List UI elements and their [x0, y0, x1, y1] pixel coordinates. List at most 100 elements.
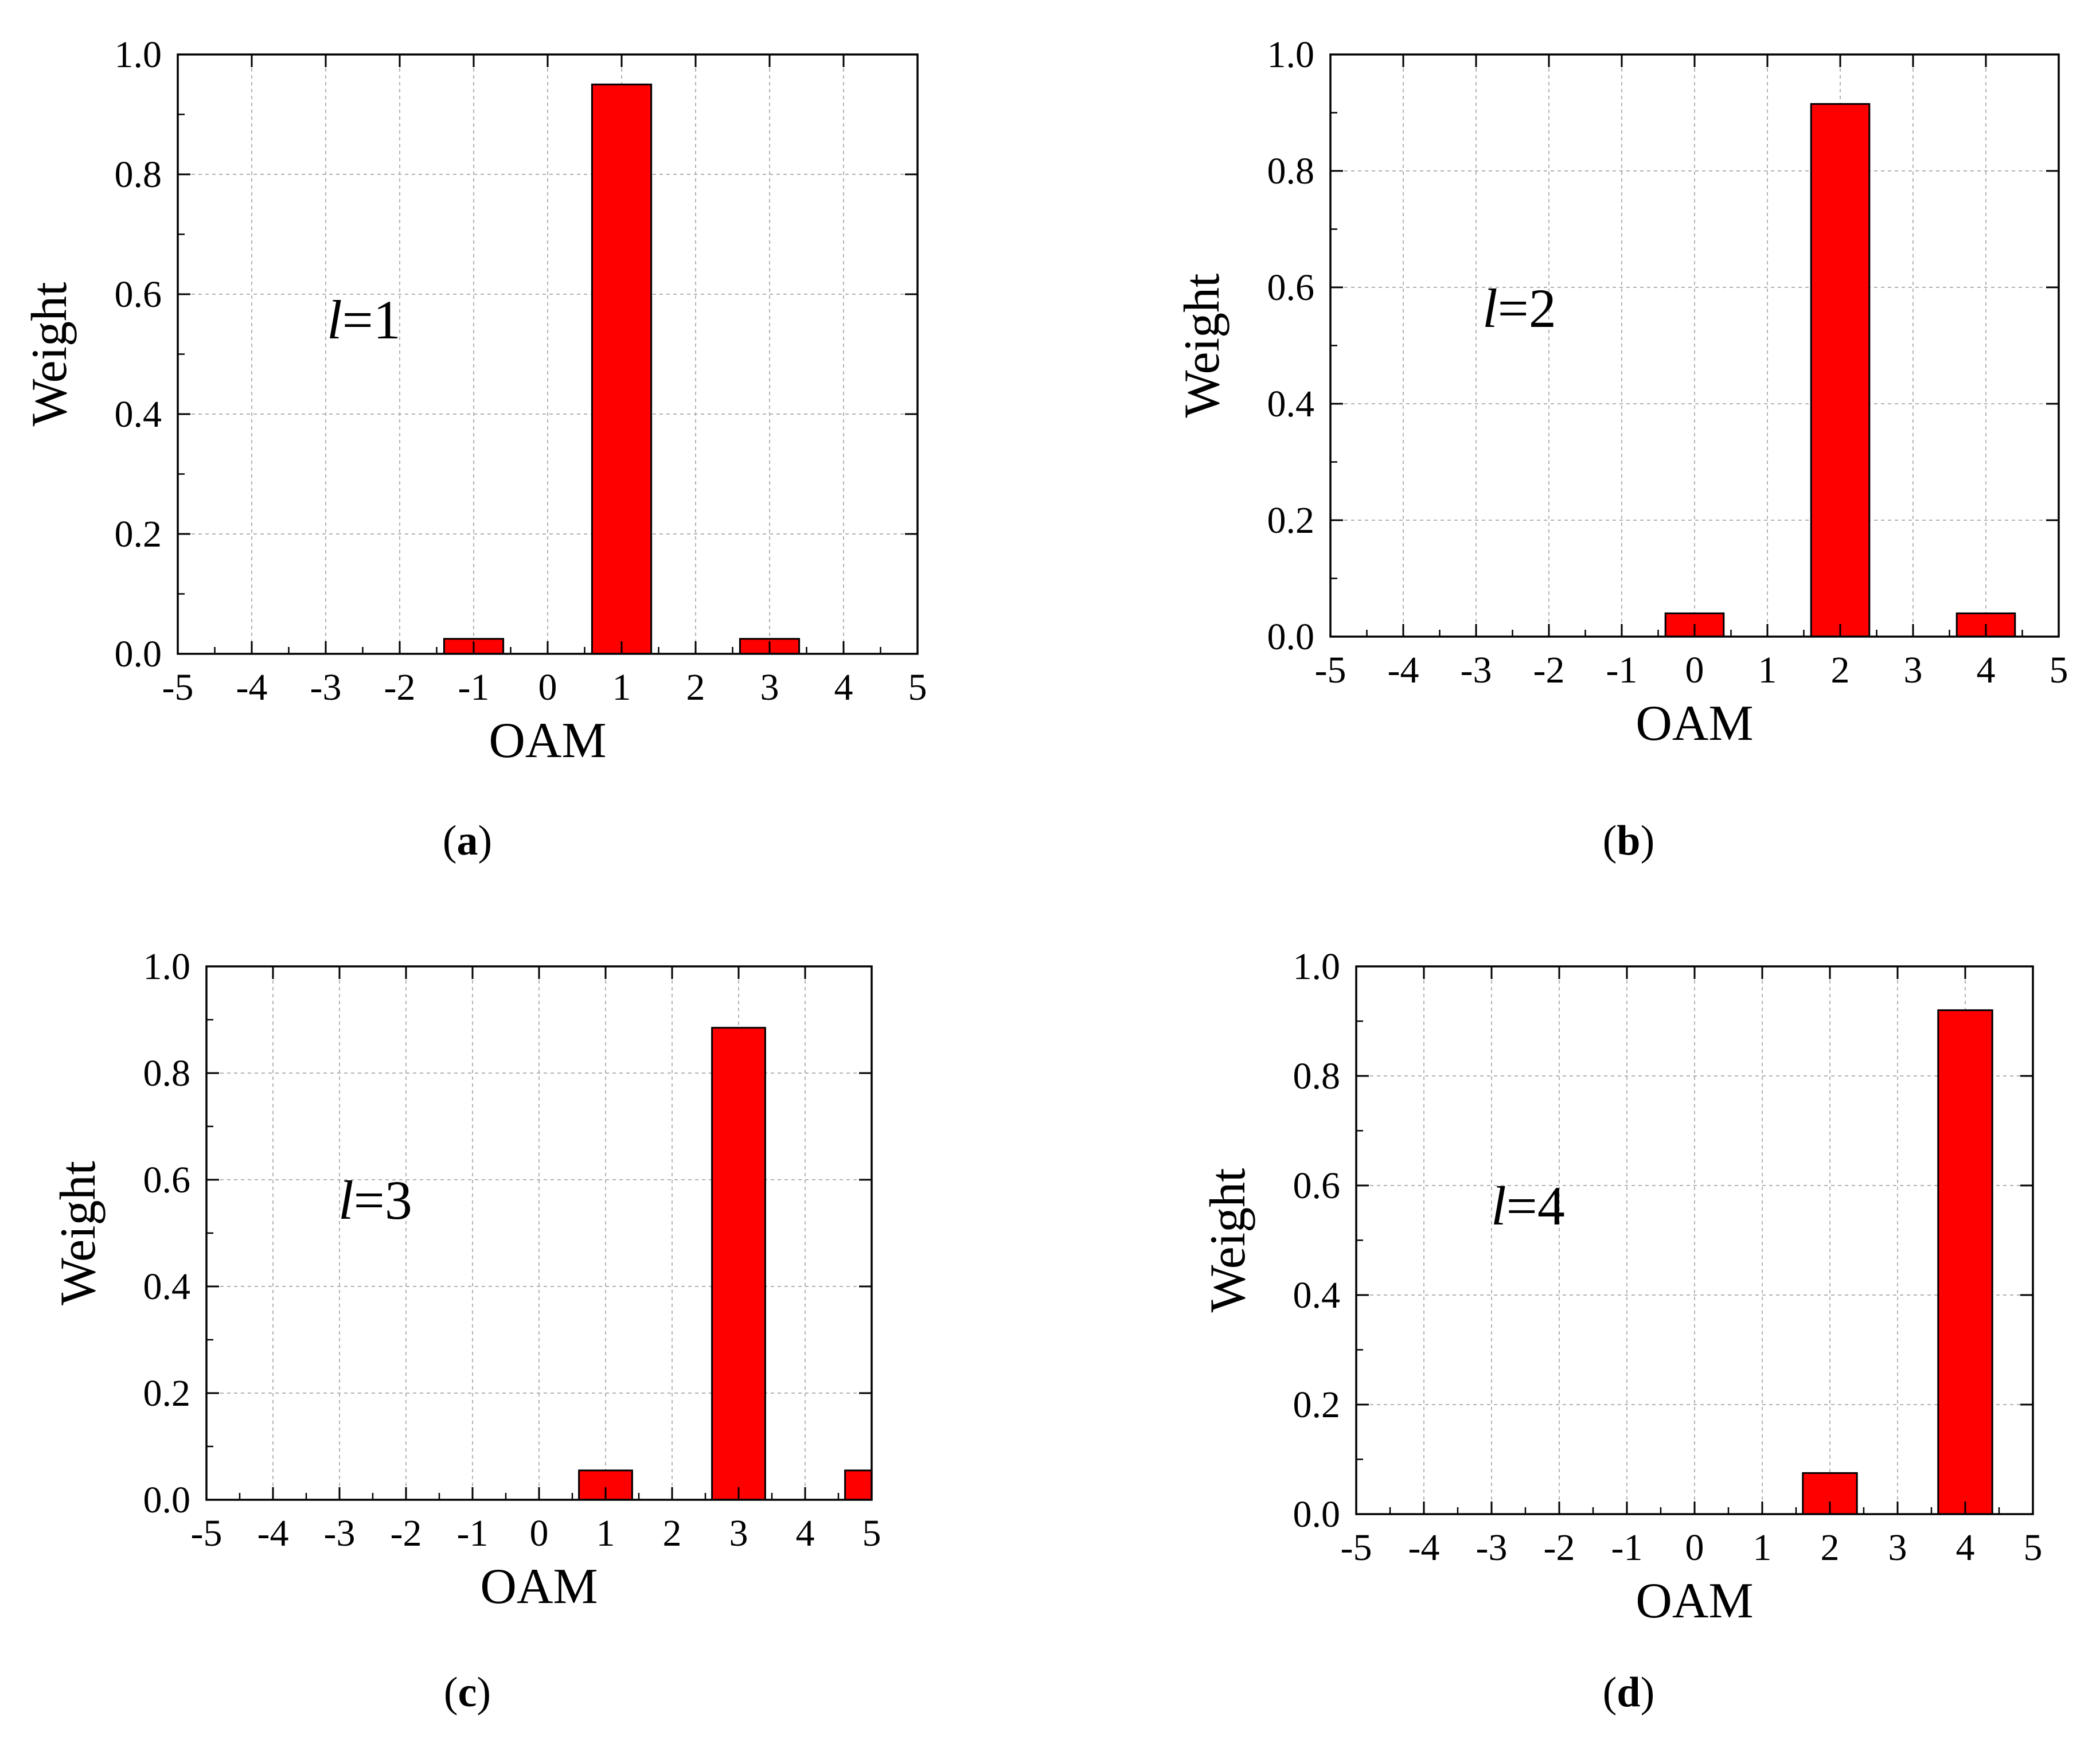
bar: [1937, 1009, 1993, 1515]
panel-label-close: ): [1641, 817, 1655, 864]
x-tick-label: 1: [1758, 649, 1777, 691]
y-tick-label: 0.8: [1267, 150, 1315, 192]
panel-label-close: ): [1641, 1669, 1655, 1716]
x-tick-label: 1: [612, 666, 631, 708]
plot-frame: [1355, 965, 2034, 1515]
y-tick-label: 0.4: [143, 1266, 191, 1308]
x-tick-label: 3: [1904, 649, 1923, 691]
mode-annotation: l=3: [338, 1169, 412, 1231]
y-tick-label: 0.8: [1293, 1055, 1341, 1097]
x-tick-label: 0: [538, 666, 557, 708]
y-tick-label: 0.6: [143, 1159, 191, 1201]
plot-frame: [205, 965, 873, 1501]
x-tick-label: 5: [908, 666, 927, 708]
bar: [711, 1027, 766, 1501]
chart-panel-c: -5 -4 -3 -2 -1 0 1 2 3 4 5 0.0 0.2 0.4 0.6 0.8 1.0 OAM Wei…: [50, 946, 881, 1716]
panel-label-open: (: [444, 1669, 458, 1716]
x-tick-label: -3: [1476, 1527, 1508, 1569]
y-tick-label: 1.0: [1267, 34, 1315, 76]
x-tick-label: -3: [324, 1512, 356, 1554]
y-tick-label: 1.0: [115, 34, 162, 76]
x-tick-label: -2: [391, 1512, 422, 1554]
x-axis-title: OAM: [1635, 1573, 1753, 1629]
chart-panel-a: -5 -4 -3 -2 -1 0 1 2 3 4 5 0.0 0.2 0.4 0.6 0.8 1.0 OAM Wei…: [22, 34, 927, 864]
x-tick-label: 5: [862, 1512, 881, 1554]
x-axis-title: OAM: [489, 713, 606, 769]
panel-label: (b): [1603, 817, 1654, 864]
x-tick-label: -1: [1606, 649, 1638, 691]
y-tick-label: 0.6: [1293, 1165, 1341, 1207]
x-tick-label: -4: [1408, 1527, 1440, 1569]
panel-label: (c): [444, 1669, 491, 1716]
x-tick-label: -5: [191, 1512, 223, 1554]
bar: [1810, 103, 1871, 638]
y-tick-label: 0.0: [115, 633, 162, 675]
annotation-value: =1: [342, 289, 401, 350]
mode-annotation: l=2: [1482, 278, 1556, 339]
mode-annotation: l=1: [327, 289, 401, 350]
chart-panel-d: -5 -4 -3 -2 -1 0 1 2 3 4 5 0.0 0.2 0.4 0.6 0.8 1.0 OAM Wei…: [1200, 946, 2043, 1716]
y-tick-label: 0.2: [1293, 1384, 1341, 1426]
panel-label: (a): [443, 817, 492, 864]
x-tick-label: 1: [1753, 1527, 1772, 1569]
panel-label: (d): [1603, 1669, 1654, 1716]
chart-panel-b: -5 -4 -3 -2 -1 0 1 2 3 4 5 0.0 0.2 0.4 0.6 0.8 1.0 OAM Wei…: [1174, 34, 2068, 864]
x-tick-label: 0: [1685, 1527, 1704, 1569]
y-tick-label: 0.6: [115, 274, 162, 315]
x-axis-title: OAM: [1635, 696, 1753, 751]
panel-label-letter: b: [1617, 817, 1640, 864]
x-tick-label: 0: [1685, 649, 1704, 691]
x-tick-label: -1: [1611, 1527, 1643, 1569]
y-axis-title: Weight: [1174, 274, 1230, 418]
x-axis-title: OAM: [480, 1559, 598, 1614]
y-axis-title: Weight: [22, 282, 77, 427]
annotation-variable: l: [327, 289, 342, 350]
x-tick-label: 2: [1831, 649, 1850, 691]
x-tick-label: -3: [1461, 649, 1492, 691]
y-tick-label: 0.2: [1267, 500, 1315, 541]
mode-annotation: l=4: [1491, 1175, 1565, 1237]
x-tick-label: -3: [310, 666, 342, 708]
x-tick-label: 1: [596, 1512, 615, 1554]
x-tick-label: 0: [530, 1512, 549, 1554]
x-tick-label: -2: [1533, 649, 1565, 691]
x-tick-label: 2: [663, 1512, 682, 1554]
annotation-value: =3: [354, 1169, 412, 1231]
panel-label-open: (: [1603, 817, 1617, 864]
panel-label-letter: a: [457, 817, 478, 864]
x-tick-label: -5: [162, 666, 194, 708]
y-tick-label: 1.0: [143, 946, 191, 988]
y-tick-label: 0.4: [1267, 383, 1315, 425]
annotation-variable: l: [338, 1169, 354, 1231]
y-axis-title: Weight: [50, 1161, 106, 1305]
x-tick-label: 4: [1956, 1527, 1975, 1569]
x-tick-label: 3: [729, 1512, 748, 1554]
x-tick-label: 3: [760, 666, 779, 708]
x-tick-label: 2: [686, 666, 705, 708]
panel-label-close: ): [478, 817, 493, 864]
x-tick-label: -5: [1315, 649, 1346, 691]
y-tick-label: 0.6: [1267, 267, 1315, 309]
x-tick-label: -4: [257, 1512, 289, 1554]
panel-label-letter: c: [458, 1669, 477, 1716]
x-tick-label: -1: [458, 666, 490, 708]
y-tick-label: 0.0: [1267, 616, 1315, 658]
x-tick-label: 2: [1821, 1527, 1840, 1569]
x-tick-label: -5: [1341, 1527, 1372, 1569]
y-tick-label: 0.0: [143, 1479, 191, 1521]
x-tick-label: -2: [384, 666, 416, 708]
x-tick-label: -4: [236, 666, 268, 708]
annotation-variable: l: [1482, 278, 1498, 339]
x-tick-label: 4: [834, 666, 853, 708]
x-tick-label: 3: [1888, 1527, 1907, 1569]
bar: [844, 1469, 873, 1501]
y-tick-label: 0.8: [143, 1052, 191, 1094]
x-tick-label: 4: [796, 1512, 815, 1554]
y-tick-label: 1.0: [1293, 946, 1341, 988]
annotation-value: =4: [1506, 1175, 1565, 1237]
x-tick-label: 4: [1977, 649, 1996, 691]
x-tick-label: 5: [2050, 649, 2068, 691]
y-axis-title: Weight: [1200, 1168, 1256, 1313]
